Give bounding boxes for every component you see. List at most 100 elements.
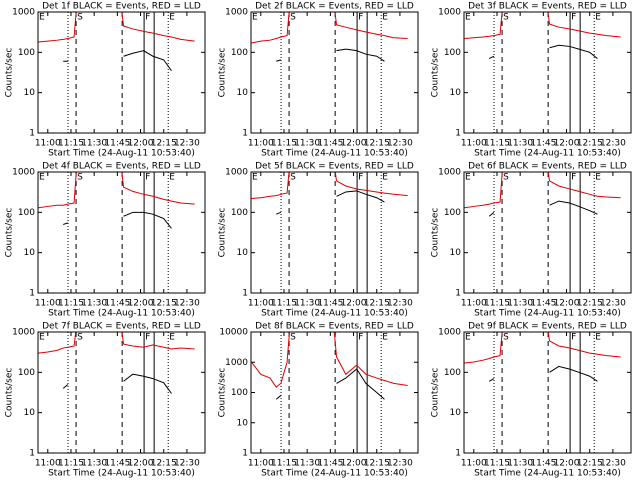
interval-label: E bbox=[382, 13, 388, 23]
panel: Det 3f BLACK = Events, RED = LLD Counts/s… bbox=[431, 2, 632, 159]
plot-frame bbox=[37, 171, 206, 294]
x-tick-label: 11:45 bbox=[104, 459, 130, 469]
x-tick-label: 11:15 bbox=[484, 459, 510, 469]
y-tick-label: 1000 bbox=[438, 168, 461, 178]
panel-title: Det 5f BLACK = Events, RED = LLD bbox=[255, 162, 414, 172]
x-tick-label: 11:15 bbox=[58, 459, 84, 469]
x-tick-label: 11:30 bbox=[294, 459, 320, 469]
x-tick-label: 12:00 bbox=[341, 139, 367, 149]
interval-label: F bbox=[358, 13, 363, 23]
x-tick-label: 11:30 bbox=[507, 299, 533, 309]
panel: Det 7f BLACK = Events, RED = LLD Counts/s… bbox=[5, 322, 206, 479]
interval-label: F bbox=[358, 173, 363, 183]
series-line bbox=[63, 50, 172, 72]
y-axis-label: Counts/sec bbox=[5, 208, 15, 258]
interval-label: E bbox=[465, 333, 471, 343]
y-tick-label: 1 bbox=[29, 289, 35, 299]
x-tick-label: 11:15 bbox=[271, 299, 297, 309]
x-tick-label: 11:00 bbox=[461, 459, 487, 469]
x-tick-label: 12:00 bbox=[128, 139, 154, 149]
interval-label: S bbox=[77, 13, 83, 23]
y-tick-label: 100 bbox=[444, 48, 461, 58]
series-line bbox=[464, 172, 621, 209]
interval-label: E bbox=[169, 333, 175, 343]
x-tick-label: 11:00 bbox=[461, 139, 487, 149]
x-tick-label: 12:30 bbox=[387, 459, 413, 469]
x-tick-label: 12:15 bbox=[577, 459, 603, 469]
series-line bbox=[251, 12, 408, 44]
interval-label: S bbox=[290, 333, 296, 343]
series-line bbox=[464, 332, 621, 364]
series-line bbox=[38, 12, 195, 43]
series-line bbox=[488, 365, 598, 382]
series-line bbox=[488, 200, 598, 217]
x-tick-label: 11:45 bbox=[104, 139, 130, 149]
x-tick-label: 12:15 bbox=[577, 139, 603, 149]
interval-label: S bbox=[290, 173, 296, 183]
x-tick-label: 11:45 bbox=[317, 139, 343, 149]
y-tick-label: 1000 bbox=[225, 8, 248, 18]
interval-label: E bbox=[39, 13, 45, 23]
series-line bbox=[38, 332, 195, 354]
x-tick-label: 11:30 bbox=[81, 459, 107, 469]
y-tick-label: 1 bbox=[455, 449, 461, 459]
y-tick-label: 1000 bbox=[12, 8, 35, 18]
x-tick-label: 11:15 bbox=[271, 139, 297, 149]
interval-label: S bbox=[77, 333, 83, 343]
interval-label: S bbox=[503, 13, 509, 23]
x-tick-label: 12:30 bbox=[600, 299, 626, 309]
interval-label: F bbox=[571, 333, 576, 343]
y-axis-label: Counts/sec bbox=[5, 368, 15, 418]
y-axis-label: Counts/sec bbox=[218, 48, 228, 98]
plot-frame bbox=[463, 331, 632, 454]
x-axis-label: Start Time (24-Aug-11 10:53:40) bbox=[48, 469, 195, 479]
x-tick-label: 12:30 bbox=[174, 139, 200, 149]
x-tick-label: 11:30 bbox=[294, 139, 320, 149]
plot-frame bbox=[250, 11, 419, 134]
y-tick-label: 10 bbox=[24, 88, 36, 98]
y-tick-label: 100 bbox=[231, 208, 248, 218]
x-tick-label: 11:45 bbox=[317, 299, 343, 309]
interval-label: F bbox=[145, 333, 150, 343]
panel: Det 1f BLACK = Events, RED = LLD Counts/s… bbox=[5, 2, 206, 159]
plot-frame bbox=[37, 11, 206, 134]
x-tick-label: 11:30 bbox=[294, 299, 320, 309]
panel-title: Det 7f BLACK = Events, RED = LLD bbox=[42, 322, 201, 332]
x-tick-label: 11:45 bbox=[104, 299, 130, 309]
panel: Det 4f BLACK = Events, RED = LLD Counts/s… bbox=[5, 162, 206, 319]
series-line bbox=[251, 332, 408, 388]
y-tick-label: 1 bbox=[242, 129, 248, 139]
interval-label: E bbox=[169, 13, 175, 23]
y-axis-label: Counts/sec bbox=[5, 48, 15, 98]
series-line bbox=[464, 12, 621, 40]
panel: Det 8f BLACK = Events, RED = LLD Counts/s… bbox=[218, 322, 419, 479]
x-tick-label: 11:15 bbox=[271, 459, 297, 469]
y-tick-label: 10 bbox=[24, 248, 36, 258]
plot-frame bbox=[463, 11, 632, 134]
x-tick-label: 12:00 bbox=[554, 139, 580, 149]
interval-label: S bbox=[77, 173, 83, 183]
x-tick-label: 11:00 bbox=[248, 459, 274, 469]
x-tick-label: 11:45 bbox=[530, 139, 556, 149]
x-tick-label: 11:00 bbox=[248, 299, 274, 309]
x-tick-label: 12:00 bbox=[128, 459, 154, 469]
y-tick-label: 10 bbox=[24, 408, 36, 418]
x-tick-label: 12:00 bbox=[341, 299, 367, 309]
x-tick-label: 11:00 bbox=[35, 299, 61, 309]
y-tick-label: 10 bbox=[450, 248, 462, 258]
panel: Det 5f BLACK = Events, RED = LLD Counts/s… bbox=[218, 162, 419, 319]
x-tick-label: 11:30 bbox=[507, 459, 533, 469]
panel: Det 2f BLACK = Events, RED = LLD Counts/s… bbox=[218, 2, 419, 159]
x-tick-label: 12:15 bbox=[577, 299, 603, 309]
x-tick-label: 12:15 bbox=[151, 459, 177, 469]
interval-label: E bbox=[382, 173, 388, 183]
y-tick-label: 1000 bbox=[12, 328, 35, 338]
panel-title: Det 4f BLACK = Events, RED = LLD bbox=[42, 162, 201, 172]
panel-title: Det 3f BLACK = Events, RED = LLD bbox=[468, 2, 627, 12]
y-tick-label: 1000 bbox=[225, 358, 248, 368]
y-tick-label: 1000 bbox=[225, 168, 248, 178]
x-tick-label: 12:00 bbox=[554, 459, 580, 469]
y-tick-label: 1 bbox=[29, 449, 35, 459]
interval-label: S bbox=[290, 13, 296, 23]
interval-label: E bbox=[595, 13, 601, 23]
